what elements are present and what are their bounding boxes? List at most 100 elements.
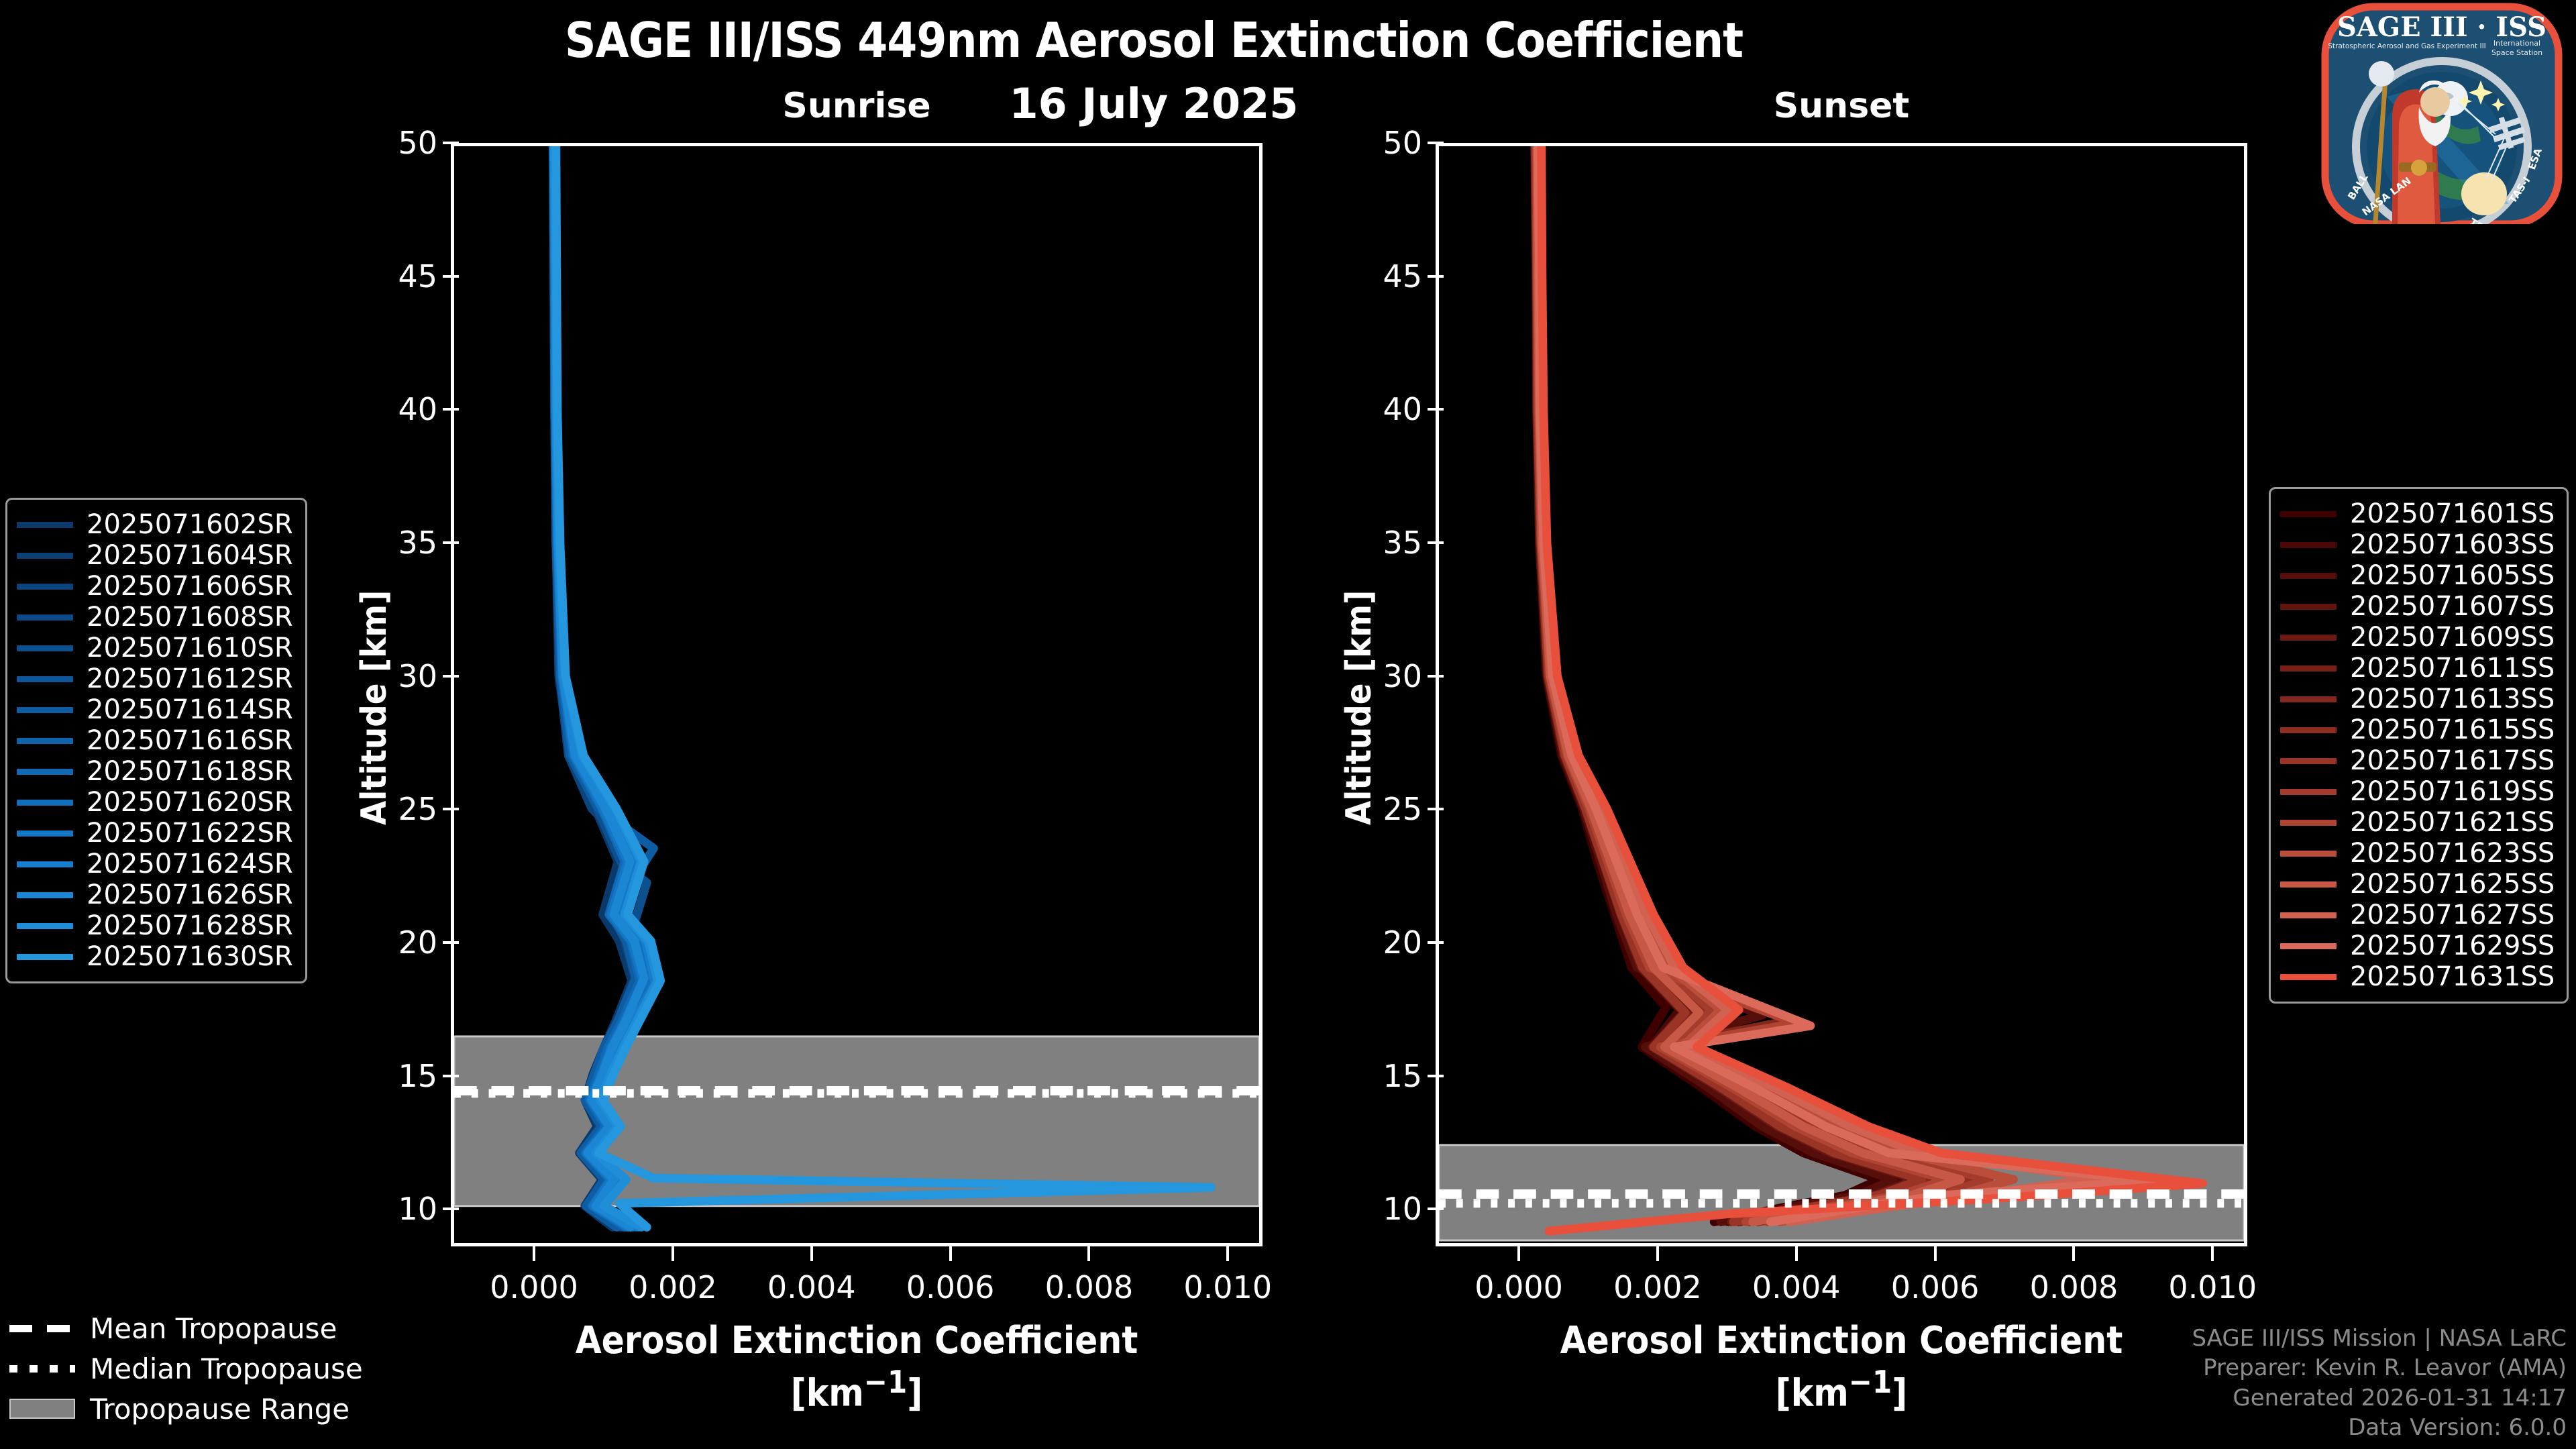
- legend-item-2025071604SR[interactable]: 2025071604SR: [17, 540, 293, 571]
- legend-item-2025071625SS[interactable]: 2025071625SS: [2280, 869, 2555, 900]
- legend-item-2025071612SR[interactable]: 2025071612SR: [17, 663, 293, 694]
- sunrise-legend[interactable]: 2025071602SR 2025071604SR 2025071606SR 2025…: [5, 498, 307, 983]
- legend-item-2025071626SR[interactable]: 2025071626SR: [17, 879, 293, 910]
- sunset-y-tick-25: 25: [1308, 791, 1444, 827]
- sunrise-plot-area[interactable]: [451, 143, 1263, 1246]
- series-line-2025071611SS: [1533, 146, 1960, 1226]
- y-tickmark: [1428, 408, 1444, 411]
- legend-item-2025071601SS[interactable]: 2025071601SS: [2280, 498, 2555, 529]
- y-tickmark: [1428, 541, 1444, 544]
- legend-item-2025071602SR[interactable]: 2025071602SR: [17, 509, 293, 540]
- legend-item-2025071603SS[interactable]: 2025071603SS: [2280, 529, 2555, 560]
- legend-item-2025071609SS[interactable]: 2025071609SS: [2280, 622, 2555, 653]
- x-tickmark: [1087, 1246, 1091, 1261]
- legend-label: 2025071610SR: [87, 633, 293, 663]
- legend-item-2025071630SR[interactable]: 2025071630SR: [17, 941, 293, 972]
- legend-item-2025071624SR[interactable]: 2025071624SR: [17, 849, 293, 879]
- legend-label: 2025071602SR: [87, 509, 293, 540]
- legend-item-2025071621SS[interactable]: 2025071621SS: [2280, 807, 2555, 838]
- legend-label: 2025071612SR: [87, 663, 293, 694]
- legend-item-2025071616SR[interactable]: 2025071616SR: [17, 725, 293, 756]
- legend-item-2025071611SS[interactable]: 2025071611SS: [2280, 653, 2555, 684]
- legend-label: 2025071631SS: [2350, 961, 2555, 992]
- legend-color-swatch: [2280, 943, 2337, 949]
- sunrise-x-tick-0.000: 0.000: [490, 1269, 578, 1305]
- legend-label: 2025071618SR: [87, 756, 293, 787]
- legend-item-2025071623SS[interactable]: 2025071623SS: [2280, 838, 2555, 869]
- legend-label: 2025071623SS: [2350, 838, 2555, 869]
- legend-item-2025071606SR[interactable]: 2025071606SR: [17, 571, 293, 602]
- legend-item-2025071608SR[interactable]: 2025071608SR: [17, 602, 293, 633]
- dashed-line-swatch: [9, 1318, 75, 1338]
- legend-item-2025071617SS[interactable]: 2025071617SS: [2280, 745, 2555, 776]
- sunrise-series-canvas: [454, 146, 1259, 1232]
- sunset-x-axis-label-line1: Aerosol Extinction Coefficient: [1560, 1319, 2123, 1362]
- legend-color-swatch: [2280, 819, 2337, 826]
- legend-label: 2025071609SS: [2350, 622, 2555, 653]
- sunrise-x-tick-0.004: 0.004: [767, 1269, 856, 1305]
- legend-item-2025071607SS[interactable]: 2025071607SS: [2280, 591, 2555, 622]
- sunrise-y-tick-35: 35: [323, 525, 459, 561]
- sunset-y-tick-50: 50: [1308, 125, 1444, 161]
- tropopause-legend[interactable]: Mean Tropopause Median Tropopause Tropop…: [9, 1308, 363, 1429]
- sunset-plot-area[interactable]: [1436, 143, 2247, 1246]
- legend-label: 2025071611SS: [2350, 653, 2555, 684]
- sage-iii-iss-logo: BALL NASA LAN TER TAS-I ESA SAGE III · I…: [2313, 3, 2571, 228]
- sunrise-y-tick-50: 50: [323, 125, 459, 161]
- sunrise-x-tick-0.002: 0.002: [629, 1269, 717, 1305]
- logo-subtitle-left: Stratospheric Aerosol and Gas Experiment…: [2328, 42, 2486, 50]
- logo-svg: BALL NASA LAN TER TAS-I ESA SAGE III · I…: [2321, 3, 2563, 228]
- dotted-line-swatch: [9, 1358, 75, 1379]
- y-tickmark: [1428, 142, 1444, 144]
- legend-item-2025071619SS[interactable]: 2025071619SS: [2280, 776, 2555, 807]
- legend-item-2025071631SS[interactable]: 2025071631SS: [2280, 961, 2555, 992]
- legend-item-median-tropopause[interactable]: Median Tropopause: [9, 1348, 363, 1389]
- series-line-2025071625SS: [1533, 146, 1965, 1226]
- legend-label: 2025071616SR: [87, 725, 293, 756]
- legend-color-swatch: [17, 768, 73, 775]
- legend-item-2025071615SS[interactable]: 2025071615SS: [2280, 714, 2555, 745]
- sunset-y-tick-35: 35: [1308, 525, 1444, 561]
- legend-label-median-tropopause: Median Tropopause: [90, 1352, 363, 1385]
- credit-generated: Generated 2026-01-31 14:17: [2233, 1384, 2567, 1411]
- sunset-legend[interactable]: 2025071601SS 2025071603SS 2025071605SS 2025…: [2269, 487, 2569, 1004]
- y-tickmark: [443, 142, 459, 144]
- legend-color-swatch: [17, 922, 73, 929]
- legend-item-2025071629SS[interactable]: 2025071629SS: [2280, 930, 2555, 961]
- logo-title: SAGE III · ISS: [2337, 11, 2546, 43]
- legend-item-2025071613SS[interactable]: 2025071613SS: [2280, 684, 2555, 714]
- sunrise-y-tick-30: 30: [323, 658, 459, 694]
- sunset-x-tick-0.010: 0.010: [2168, 1269, 2257, 1305]
- credit-preparer: Preparer: Kevin R. Leavor (AMA): [2203, 1354, 2567, 1382]
- y-tickmark: [443, 1208, 459, 1211]
- y-tickmark: [443, 1074, 459, 1077]
- legend-color-swatch: [2280, 541, 2337, 548]
- sunrise-y-axis-label: Altitude [km]: [354, 590, 394, 825]
- legend-item-2025071605SS[interactable]: 2025071605SS: [2280, 560, 2555, 591]
- legend-color-swatch: [17, 676, 73, 682]
- legend-item-2025071628SR[interactable]: 2025071628SR: [17, 910, 293, 941]
- legend-color-swatch: [17, 830, 73, 837]
- legend-item-tropopause-range[interactable]: Tropopause Range: [9, 1389, 363, 1429]
- y-tickmark: [1428, 274, 1444, 278]
- legend-item-2025071618SR[interactable]: 2025071618SR: [17, 756, 293, 787]
- legend-label: 2025071613SS: [2350, 684, 2555, 714]
- credit-mission: SAGE III/ISS Mission | NASA LaRC: [2192, 1325, 2567, 1352]
- sunset-y-tick-20: 20: [1308, 924, 1444, 961]
- legend-color-swatch: [2280, 696, 2337, 702]
- legend-color-swatch: [2280, 973, 2337, 980]
- legend-color-swatch: [17, 737, 73, 744]
- legend-item-2025071620SR[interactable]: 2025071620SR: [17, 787, 293, 818]
- legend-item-2025071622SR[interactable]: 2025071622SR: [17, 818, 293, 849]
- legend-label: 2025071614SR: [87, 694, 293, 725]
- series-line-2025071619SS: [1534, 146, 1994, 1226]
- legend-item-2025071627SS[interactable]: 2025071627SS: [2280, 900, 2555, 930]
- legend-label: 2025071619SS: [2350, 776, 2555, 807]
- legend-item-mean-tropopause[interactable]: Mean Tropopause: [9, 1308, 363, 1348]
- series-line-2025071629SS: [1534, 146, 2159, 1226]
- legend-label: 2025071617SS: [2350, 745, 2555, 776]
- legend-item-2025071610SR[interactable]: 2025071610SR: [17, 633, 293, 663]
- x-tickmark: [949, 1246, 952, 1261]
- y-tickmark: [1428, 1208, 1444, 1211]
- legend-item-2025071614SR[interactable]: 2025071614SR: [17, 694, 293, 725]
